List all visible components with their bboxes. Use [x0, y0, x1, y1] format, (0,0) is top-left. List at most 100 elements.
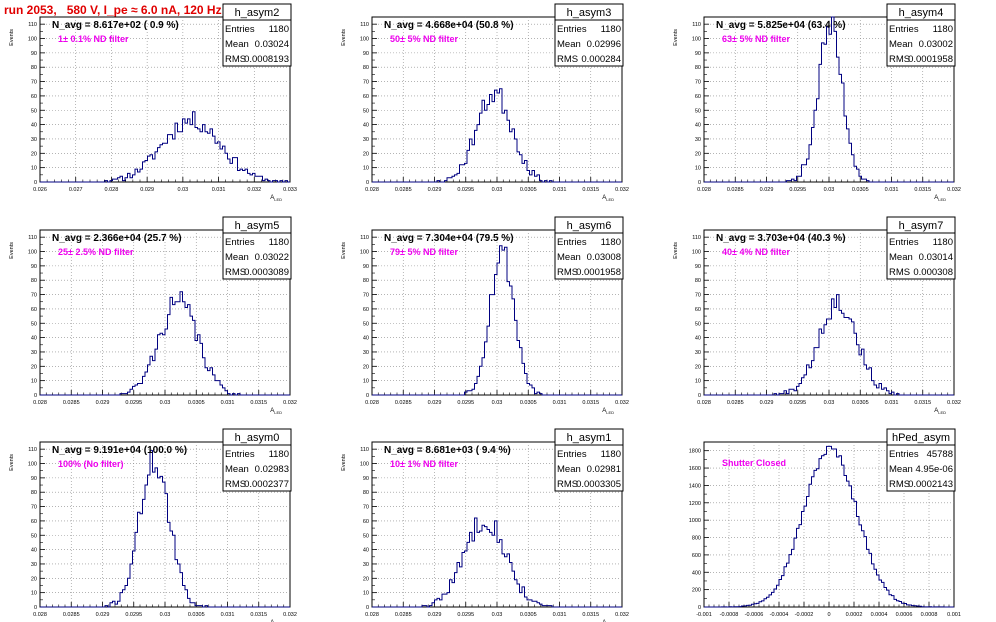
filter-note: 10± 1% ND filter: [390, 459, 458, 469]
y-tick-label: 20: [31, 151, 37, 157]
y-tick-label: 100: [360, 462, 369, 468]
y-tick-label: 0: [698, 605, 701, 611]
histogram-line: [40, 111, 290, 183]
y-tick-label: 80: [695, 65, 701, 71]
stats-value: 0.0001958: [576, 267, 621, 278]
y-tick-label: 70: [695, 80, 701, 86]
x-tick-label: 0.0315: [250, 612, 267, 618]
x-tick-label: 0.029: [760, 187, 774, 193]
histogram-line: [372, 245, 622, 396]
stats-label: Mean: [557, 39, 581, 50]
y-tick-label: 70: [31, 293, 37, 299]
x-axis-title: ALED: [934, 195, 946, 202]
x-tick-label: 0.0295: [125, 612, 142, 618]
histogram-name: h_asym7: [899, 220, 944, 232]
navg-label: N_avg = 9.191e+04 (100.0 %): [52, 445, 187, 456]
x-tick-label: 0.0002: [846, 612, 863, 618]
filter-note: 79± 5% ND filter: [390, 247, 458, 257]
x-tick-label: 0.0285: [727, 187, 744, 193]
y-tick-label: 100: [692, 37, 701, 43]
y-tick-label: 30: [363, 562, 369, 568]
y-tick-label: 0: [366, 393, 369, 399]
x-tick-label: 0.0295: [789, 187, 806, 193]
stats-value: 45788: [927, 449, 953, 460]
navg-label: N_avg = 3.703e+04 (40.3 %): [716, 233, 846, 244]
histogram-panel: 0 200 400 600 800 1000 1200 1400 1600 1800 -0.001 -…: [689, 428, 961, 618]
histogram-name: h_asym0: [235, 432, 280, 444]
y-tick-label: 30: [695, 137, 701, 143]
stats-label: Mean: [225, 252, 249, 263]
x-axis-title: ALED: [270, 620, 282, 622]
x-tick-label: 0.032: [615, 612, 629, 618]
y-tick-label: 110: [692, 22, 701, 28]
histogram-panel: 0 10 20 30 40 50 60 70 80 90 100 110 0.028 0.0285 0.02…: [341, 428, 629, 622]
filter-note: 1± 0.1% ND filter: [58, 34, 129, 44]
stats-value: 1180: [601, 237, 621, 248]
filter-note: 40± 4% ND filter: [722, 247, 790, 257]
stats-value: 0.02981: [587, 464, 621, 475]
y-tick-label: 1600: [689, 466, 701, 472]
x-tick-label: 0.03: [824, 400, 835, 406]
x-tick-label: 0.03: [492, 400, 503, 406]
y-tick-label: 200: [692, 588, 701, 594]
x-tick-label: 0: [827, 612, 830, 618]
y-tick-label: 10: [695, 166, 701, 172]
histogram-panel: 0 10 20 30 40 50 60 70 80 90 100 110 0.026 0.027 0.028…: [9, 3, 297, 202]
y-tick-label: 100: [360, 37, 369, 43]
y-tick-label: 1000: [689, 518, 701, 524]
y-tick-label: 110: [360, 447, 369, 453]
y-tick-label: 10: [31, 166, 37, 172]
x-tick-label: 0.0315: [250, 400, 267, 406]
stats-label: Mean: [557, 252, 581, 263]
filter-note: 63± 5% ND filter: [722, 34, 790, 44]
x-tick-label: 0.028: [365, 400, 379, 406]
x-tick-label: 0.0315: [582, 612, 599, 618]
x-tick-label: 0.0305: [852, 400, 869, 406]
stats-label: Mean: [889, 39, 913, 50]
stats-value: 0.03014: [919, 252, 953, 263]
x-tick-label: 0.0305: [852, 187, 869, 193]
histogram-name: h_asym5: [235, 220, 280, 232]
stats-label: Entries: [225, 24, 255, 35]
y-axis-title: Events: [341, 29, 347, 46]
stats-value: 0.03008: [587, 252, 621, 263]
x-tick-label: -0.0004: [770, 612, 789, 618]
stats-box: [222, 444, 292, 492]
y-tick-label: 90: [31, 264, 37, 270]
y-tick-label: 70: [363, 293, 369, 299]
navg-label: N_avg = 4.668e+04 (50.8 %): [384, 20, 514, 31]
filter-note: 50± 5% ND filter: [390, 34, 458, 44]
y-tick-label: 400: [692, 570, 701, 576]
stats-value: 0.0002377: [244, 479, 289, 490]
histogram-panel: 0 10 20 30 40 50 60 70 80 90 100 110 0.028 0.0285 0.02…: [341, 3, 629, 202]
y-tick-label: 20: [31, 576, 37, 582]
y-axis-title: Events: [673, 242, 679, 259]
stats-label: RMS: [889, 479, 910, 490]
y-tick-label: 40: [363, 123, 369, 129]
y-tick-label: 80: [695, 278, 701, 284]
x-tick-label: 0.028: [697, 187, 711, 193]
x-tick-label: 0.0295: [457, 187, 474, 193]
y-tick-label: 20: [31, 364, 37, 370]
y-tick-label: 800: [692, 536, 701, 542]
histogram-panel: 0 10 20 30 40 50 60 70 80 90 100 110 0.028 0.0285 0.02…: [673, 3, 961, 202]
histogram-line: [40, 450, 290, 608]
histogram-name: h_asym6: [567, 220, 612, 232]
y-tick-label: 0: [698, 180, 701, 186]
stats-label: Entries: [225, 237, 255, 248]
stats-value: 0.000284: [581, 54, 621, 65]
y-tick-label: 90: [695, 264, 701, 270]
y-tick-label: 90: [363, 476, 369, 482]
stats-value: 1180: [269, 449, 289, 460]
y-tick-label: 110: [28, 22, 37, 28]
x-tick-label: 0.0285: [395, 612, 412, 618]
y-tick-label: 60: [31, 94, 37, 100]
y-tick-label: 10: [695, 379, 701, 385]
x-axis-title: ALED: [602, 195, 614, 202]
x-tick-label: 0.031: [885, 187, 899, 193]
x-tick-label: 0.0285: [395, 187, 412, 193]
y-tick-label: 20: [363, 151, 369, 157]
stats-label: Entries: [225, 449, 255, 460]
stats-label: Mean: [889, 464, 913, 475]
x-tick-label: 0.0295: [125, 400, 142, 406]
